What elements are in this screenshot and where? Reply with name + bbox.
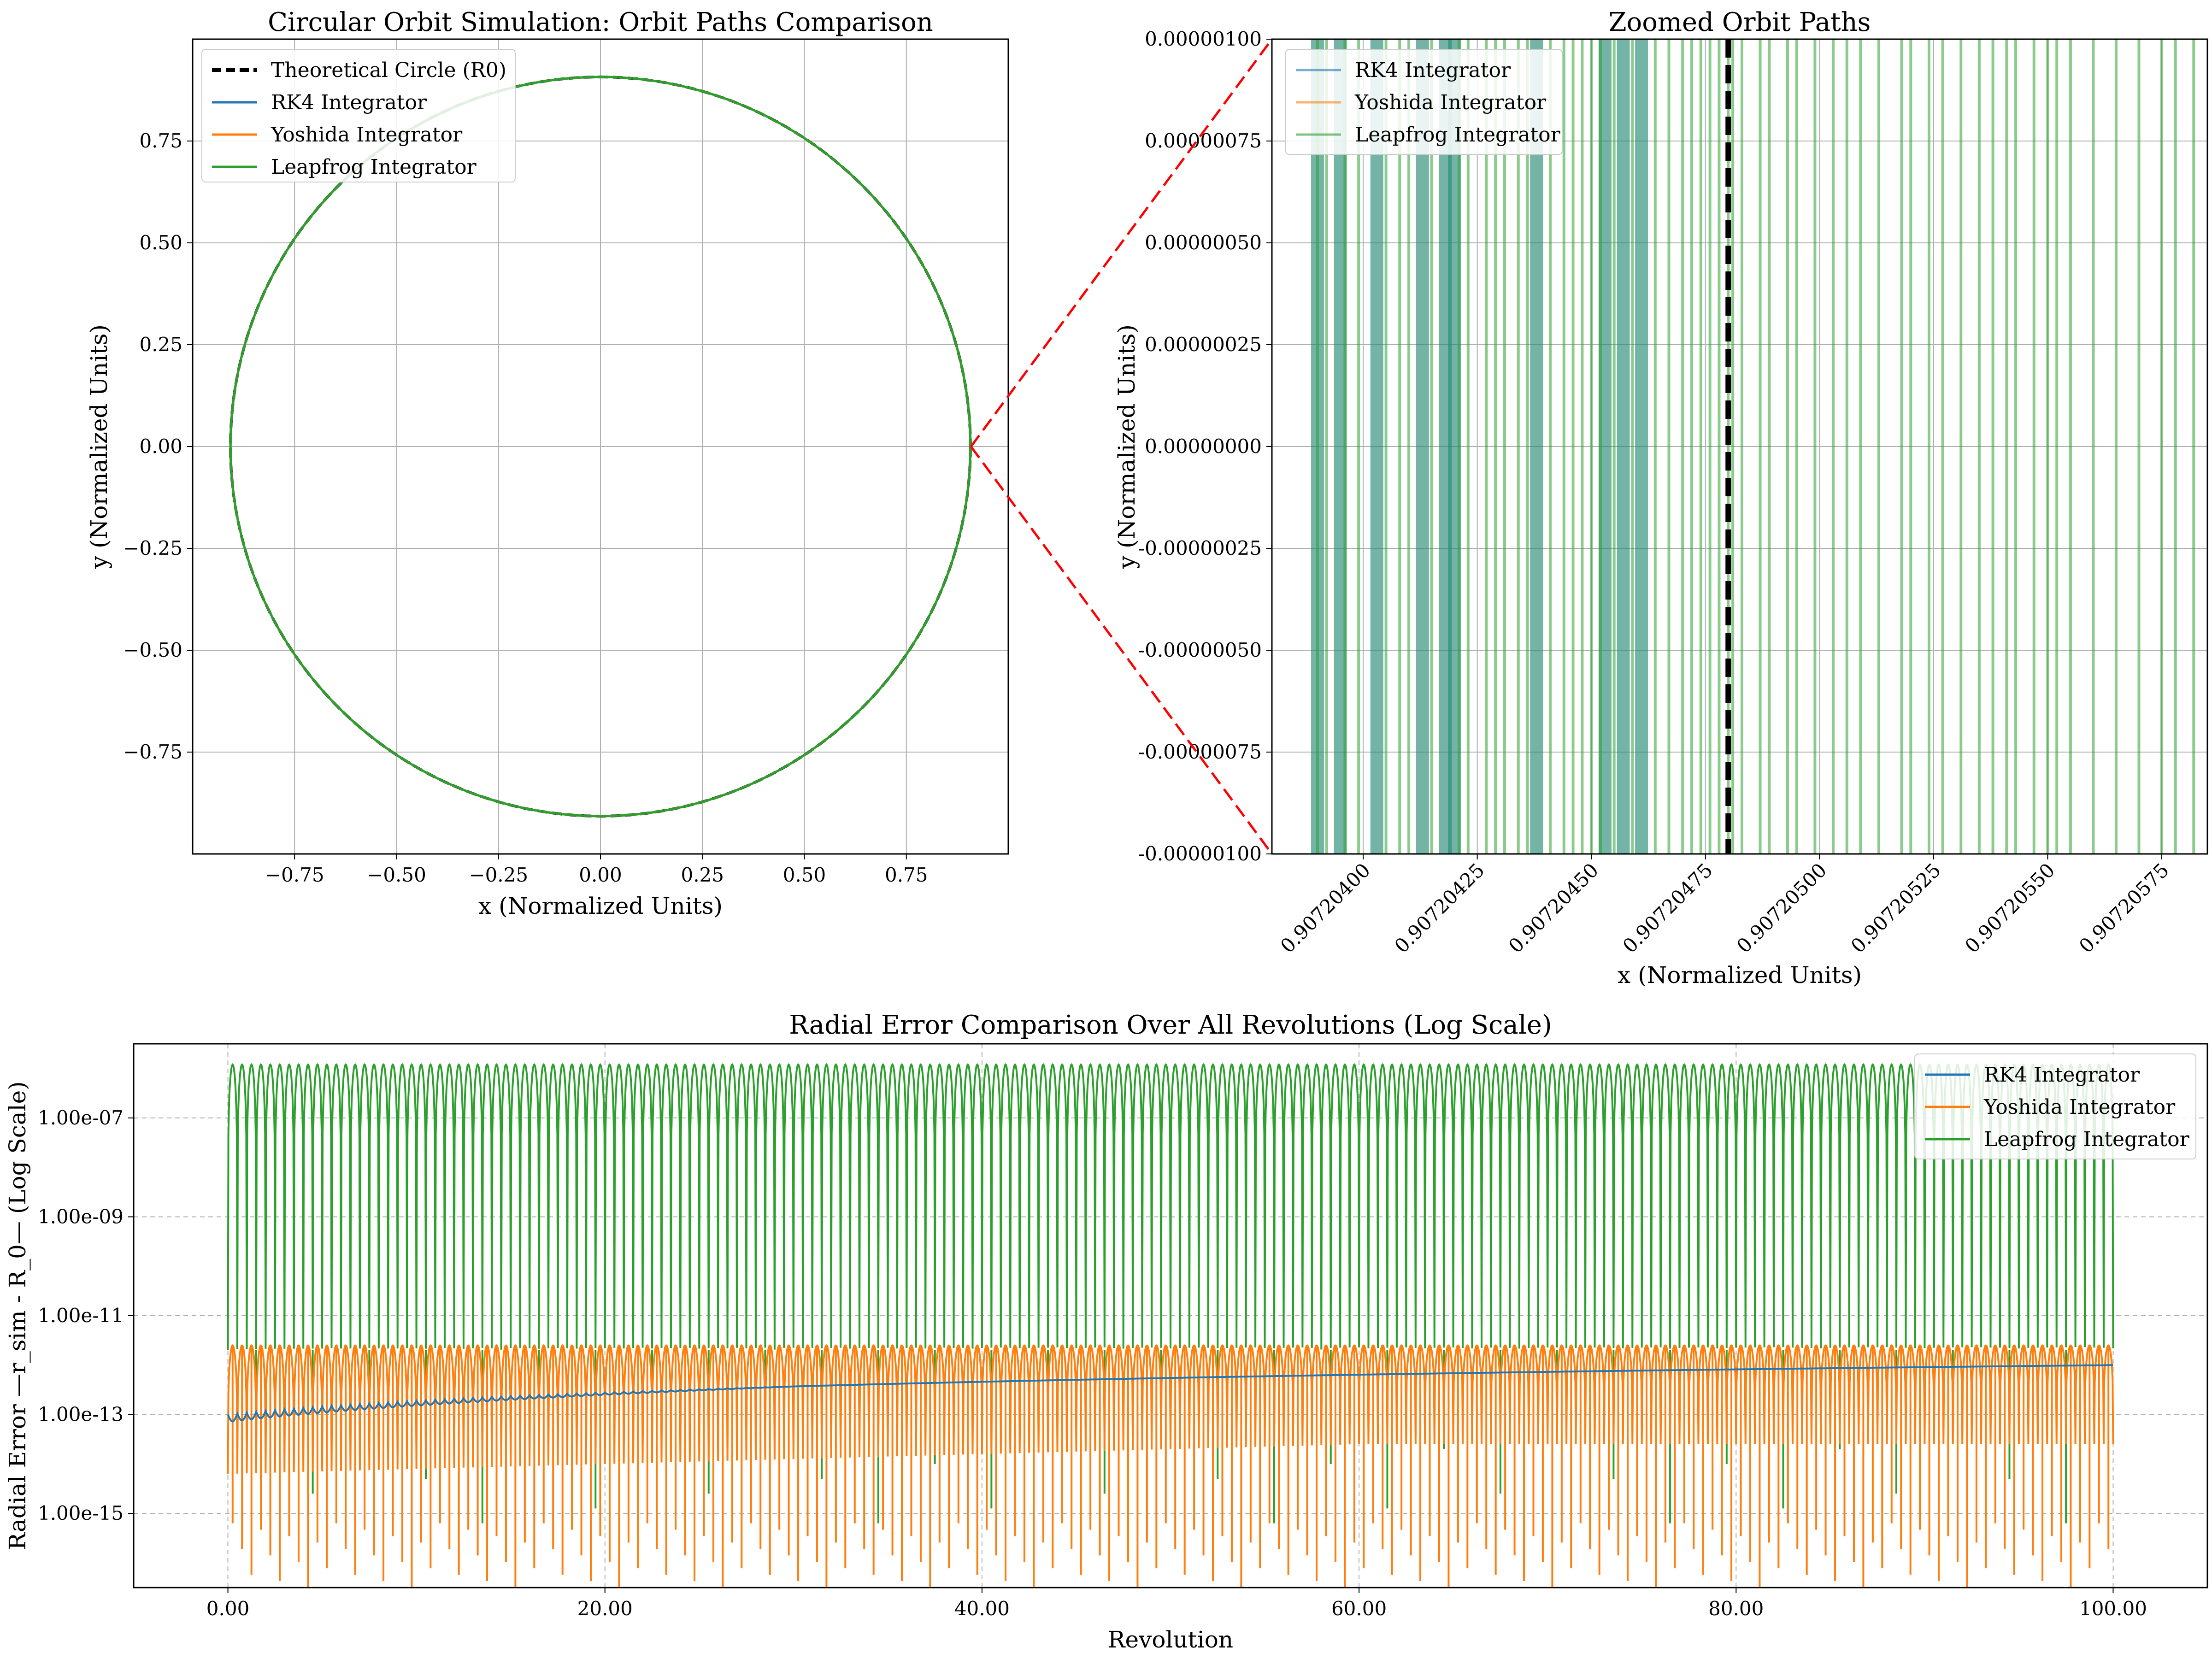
legend-label: RK4 Integrator bbox=[1355, 59, 1511, 82]
zoomed-x-axis-label: x (Normalized Units) bbox=[1618, 962, 1862, 988]
zoomed-y-tick-label: 0.00000000 bbox=[1145, 435, 1262, 458]
orbit-paths-panel: −0.75 −0.50 −0.25 0.00 0.25 0.50 0.75 −0.75 −0.5… bbox=[86, 7, 1009, 919]
legend-label: Theoretical Circle (R0) bbox=[271, 59, 506, 82]
yoshida-crossing-band bbox=[1416, 39, 1429, 854]
orbit-y-tick-label: 0.75 bbox=[139, 129, 182, 152]
orbit-y-tick-label: −0.50 bbox=[123, 639, 182, 661]
error-x-tick-label: 100.00 bbox=[2079, 1597, 2147, 1620]
error-y-tick-label: 1.00e-07 bbox=[38, 1106, 124, 1129]
orbit-x-tick-label: −0.75 bbox=[265, 864, 324, 886]
orbit-plot-area bbox=[229, 76, 972, 818]
error-y-axis-label: Radial Error —r_sim - R_0— (Log Scale) bbox=[4, 1081, 31, 1550]
radial-error-panel: 0.00 20.00 40.00 60.00 80.00 100.00 1.00e-15 1.… bbox=[4, 1010, 2208, 1653]
rk4-crossing-band bbox=[1439, 39, 1452, 854]
orbit-ticks: −0.75 −0.50 −0.25 0.00 0.25 0.50 0.75 −0.75 −0.5… bbox=[123, 129, 928, 886]
yoshida-crossing-band bbox=[1530, 39, 1543, 854]
connector-bottom bbox=[970, 446, 1273, 855]
leapfrog-orbit bbox=[229, 76, 972, 818]
legend-label: Leapfrog Integrator bbox=[1355, 123, 1561, 147]
orbit-x-tick-label: 0.25 bbox=[681, 864, 724, 886]
error-y-tick-label: 1.00e-13 bbox=[38, 1403, 124, 1426]
orbit-legend-box bbox=[201, 49, 516, 182]
connector-top bbox=[970, 38, 1273, 447]
error-x-tick-label: 0.00 bbox=[206, 1597, 250, 1620]
orbit-x-tick-label: −0.50 bbox=[367, 864, 426, 886]
error-x-tick-label: 40.00 bbox=[954, 1597, 1010, 1620]
zoomed-legend-box bbox=[1285, 49, 1563, 155]
orbit-x-tick-label: 0.50 bbox=[783, 864, 826, 886]
error-y-tick-label: 1.00e-11 bbox=[38, 1304, 124, 1327]
orbit-y-tick-label: −0.75 bbox=[123, 741, 182, 763]
error-legend-box bbox=[1914, 1053, 2196, 1159]
zoomed-y-tick-label: -0.00000100 bbox=[1138, 842, 1262, 865]
rk4-error-line bbox=[227, 1364, 2113, 1423]
zoomed-y-tick-label: -0.00000075 bbox=[1138, 741, 1262, 763]
legend-label: Leapfrog Integrator bbox=[1984, 1128, 2190, 1151]
yoshida-crossing-band bbox=[1439, 39, 1452, 854]
yoshida-error-line bbox=[227, 1344, 2114, 1474]
error-x-tick-label: 80.00 bbox=[1708, 1597, 1764, 1620]
error-series-lines bbox=[227, 1063, 2114, 1588]
zoomed-legend: RK4 Integrator Yoshida Integrator Leapfrog… bbox=[1285, 49, 1563, 155]
zoomed-y-tick-label: -0.00000050 bbox=[1138, 639, 1262, 661]
error-x-tick-label: 60.00 bbox=[1331, 1597, 1387, 1620]
error-y-tick-label: 1.00e-09 bbox=[38, 1205, 124, 1228]
zoomed-y-axis-label: y (Normalized Units) bbox=[1113, 324, 1140, 569]
legend-label: RK4 Integrator bbox=[271, 91, 427, 114]
zoomed-chart-title: Zoomed Orbit Paths bbox=[1609, 7, 1871, 37]
rk4-crossing-band bbox=[1530, 39, 1543, 854]
zoomed-y-tick-label: 0.00000050 bbox=[1145, 231, 1262, 254]
orbit-chart-title: Circular Orbit Simulation: Orbit Paths C… bbox=[268, 7, 933, 37]
orbit-y-tick-label: 0.00 bbox=[139, 435, 182, 458]
legend-label: Yoshida Integrator bbox=[1354, 91, 1547, 114]
rk4-crossing-band bbox=[1635, 39, 1648, 854]
orbit-x-tick-label: 0.75 bbox=[885, 864, 928, 886]
legend-label: Leapfrog Integrator bbox=[271, 155, 477, 179]
orbit-x-tick-label: 0.00 bbox=[579, 864, 622, 886]
yoshida-crossing-band bbox=[1635, 39, 1648, 854]
orbit-y-tick-label: 0.25 bbox=[139, 333, 182, 356]
error-ticks: 0.00 20.00 40.00 60.00 80.00 100.00 1.00e-15 1.… bbox=[38, 1106, 2147, 1620]
orbit-x-tick-label: −0.25 bbox=[469, 864, 528, 886]
error-legend: RK4 Integrator Yoshida Integrator Leapfrog… bbox=[1914, 1053, 2196, 1159]
rk4-crossing-band bbox=[1416, 39, 1429, 854]
rk4-crossing-band bbox=[1370, 39, 1383, 854]
orbit-y-tick-label: −0.25 bbox=[123, 537, 182, 559]
legend-label: Yoshida Integrator bbox=[271, 123, 463, 147]
orbit-y-tick-label: 0.50 bbox=[139, 231, 182, 254]
orbit-legend: Theoretical Circle (R0) RK4 Integrator Yos… bbox=[201, 49, 516, 182]
zoomed-y-tick-label: 0.00000100 bbox=[1145, 28, 1262, 50]
legend-label: RK4 Integrator bbox=[1984, 1063, 2140, 1087]
zoomed-y-tick-label: 0.00000025 bbox=[1145, 333, 1262, 356]
zoomed-crossing-lines bbox=[1311, 39, 2195, 854]
error-x-axis-label: Revolution bbox=[1108, 1626, 1233, 1653]
yoshida-crossing-band bbox=[1617, 39, 1630, 854]
error-y-tick-label: 1.00e-15 bbox=[38, 1502, 124, 1524]
legend-label: Yoshida Integrator bbox=[1983, 1095, 2176, 1119]
orbit-y-axis-label: y (Normalized Units) bbox=[86, 324, 112, 569]
error-chart-title: Radial Error Comparison Over All Revolut… bbox=[789, 1010, 1552, 1040]
error-x-tick-label: 20.00 bbox=[577, 1597, 633, 1620]
zoom-connector-lines bbox=[970, 38, 1273, 855]
yoshida-crossing-band bbox=[1370, 39, 1383, 854]
zoomed-y-tick-label: -0.00000025 bbox=[1138, 537, 1262, 559]
leapfrog-error-line bbox=[227, 1063, 2114, 1351]
orbit-x-axis-label: x (Normalized Units) bbox=[478, 893, 723, 919]
rk4-crossing-band bbox=[1617, 39, 1630, 854]
